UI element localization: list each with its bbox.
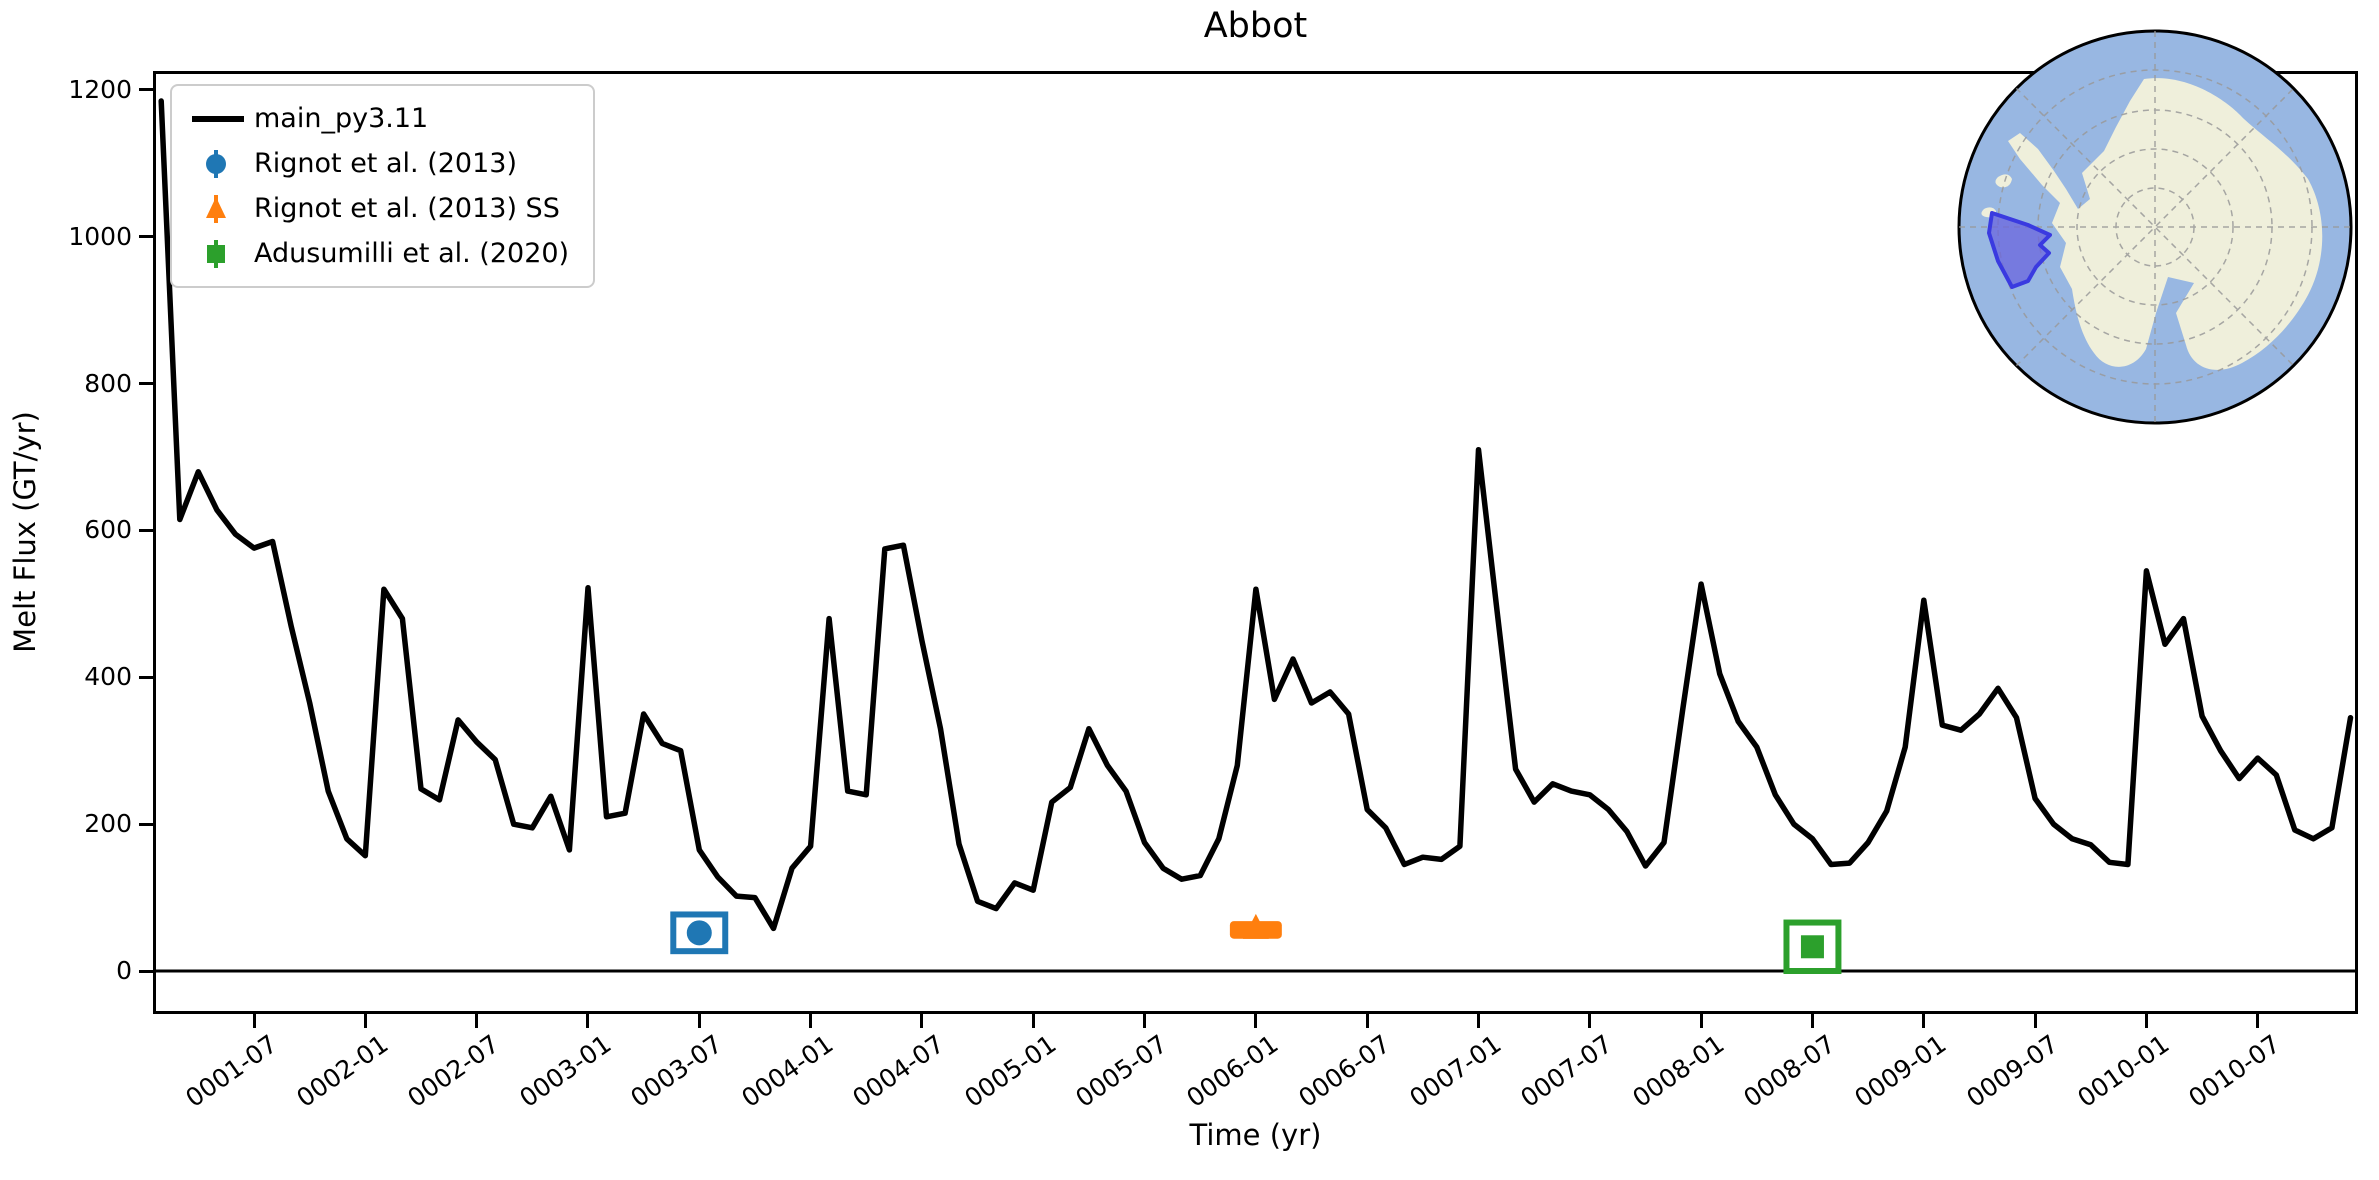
x-tick-mark (920, 1014, 924, 1028)
legend-line-icon (186, 99, 254, 139)
y-tick-mark (139, 528, 153, 532)
y-tick-label: 1000 (68, 221, 132, 251)
abbot-region-highlight (1987, 211, 2052, 289)
y-tick-label: 1200 (68, 74, 132, 104)
x-tick-mark (1365, 1014, 1369, 1028)
x-tick-mark (1143, 1014, 1147, 1028)
x-tick-mark (1810, 1014, 1814, 1028)
y-tick-mark (139, 969, 153, 973)
observation-marker-square (1783, 919, 1842, 975)
x-tick-mark (1922, 1014, 1926, 1028)
legend-triangle-icon (186, 189, 254, 229)
legend-square-icon (186, 234, 254, 274)
legend-label: Rignot et al. (2013) SS (254, 193, 560, 224)
island (1995, 174, 2012, 188)
y-tick-label: 200 (84, 809, 132, 839)
melt-flux-line (158, 98, 2354, 932)
y-tick-mark (139, 88, 153, 92)
x-tick-mark (2144, 1014, 2148, 1028)
x-tick-mark (363, 1014, 367, 1028)
x-tick-mark (2033, 1014, 2037, 1028)
legend-item: Rignot et al. (2013) (186, 141, 569, 186)
observation-marker-triangle (1229, 913, 1282, 939)
x-tick-mark (586, 1014, 590, 1028)
x-tick-mark (1254, 1014, 1258, 1028)
x-tick-mark (475, 1014, 479, 1028)
x-tick-mark (2256, 1014, 2260, 1028)
y-tick-label: 0 (116, 956, 132, 985)
y-tick-label: 400 (84, 662, 132, 692)
x-tick-mark (1588, 1014, 1592, 1028)
legend-item: Rignot et al. (2013) SS (186, 186, 569, 231)
y-tick-label: 600 (84, 515, 132, 545)
legend-box: main_py3.11 Rignot et al. (2013) Rignot et… (170, 84, 596, 288)
page-title: Abbot (1203, 6, 1308, 46)
x-tick-mark (697, 1014, 701, 1028)
y-tick-mark (139, 235, 153, 239)
y-tick-mark (139, 382, 153, 386)
y-tick-mark (139, 822, 153, 826)
x-tick-mark (252, 1014, 256, 1028)
y-tick-mark (139, 675, 153, 679)
legend-label: Rignot et al. (2013) (254, 148, 517, 179)
x-axis-label: Time (yr) (1189, 1118, 1322, 1152)
x-tick-mark (1031, 1014, 1035, 1028)
legend-item: main_py3.11 (186, 96, 569, 141)
x-tick-mark (809, 1014, 813, 1028)
legend-label: Adusumilli et al. (2020) (254, 238, 570, 269)
x-tick-mark (1476, 1014, 1480, 1028)
legend-label: main_py3.11 (254, 103, 429, 134)
graticule (1959, 31, 2351, 423)
observation-marker-circle (670, 911, 729, 955)
legend-item: Adusumilli et al. (2020) (186, 231, 569, 276)
legend-circle-icon (186, 144, 254, 184)
x-tick-mark (1699, 1014, 1703, 1028)
y-tick-label: 800 (84, 368, 132, 398)
antarctica-inset-map (1957, 29, 2353, 425)
